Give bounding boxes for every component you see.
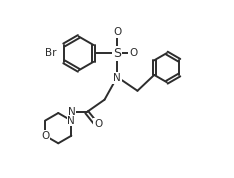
Text: O: O: [94, 119, 102, 129]
Text: N: N: [68, 107, 76, 117]
Text: Br: Br: [45, 48, 57, 58]
Text: N: N: [113, 73, 121, 83]
Text: S: S: [113, 47, 121, 60]
Text: N: N: [67, 116, 75, 126]
Text: O: O: [129, 48, 137, 58]
Text: O: O: [41, 131, 49, 141]
Text: O: O: [113, 27, 121, 37]
